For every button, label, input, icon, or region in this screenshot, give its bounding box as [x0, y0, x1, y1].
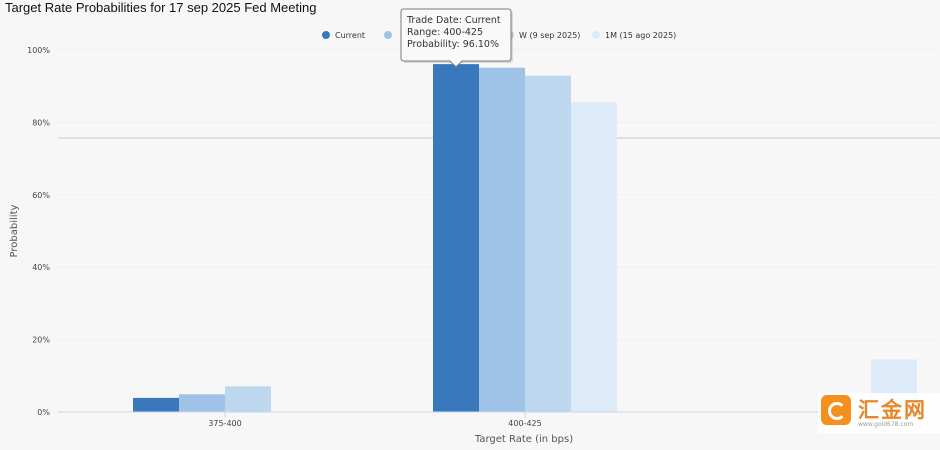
- bars: [133, 64, 917, 413]
- watermark-url: www.gold678.com: [858, 421, 914, 428]
- y-ticks: 0% 20% 40% 60% 80% 100%: [27, 46, 50, 417]
- legend-marker-icon: [384, 31, 392, 39]
- y-tick-label: 0%: [37, 408, 50, 417]
- y-tick-label: 80%: [32, 118, 50, 127]
- bar-375-400-1w[interactable]: [225, 386, 271, 412]
- legend-label: W (9 sep 2025): [519, 31, 580, 40]
- legend-label: Current: [335, 31, 365, 40]
- tooltip-line: Trade Date: Current: [406, 15, 501, 26]
- chart-title: Target Rate Probabilities for 17 sep 202…: [5, 0, 317, 15]
- bar-375-400-current[interactable]: [133, 397, 179, 412]
- legend-item-1m[interactable]: 1M (15 ago 2025): [592, 31, 676, 40]
- bar-400-425-1d[interactable]: [479, 67, 525, 412]
- watermark-name: 汇金网: [858, 398, 927, 422]
- gold678-logo-icon: [821, 395, 851, 425]
- x-tick-label: 400-425: [508, 419, 541, 428]
- legend-item-current[interactable]: Current: [322, 31, 365, 40]
- tooltip-line: Range: 400-425: [407, 27, 483, 38]
- tooltip-box: [400, 8, 512, 68]
- tooltip-line: Probability: 96.10%: [407, 39, 499, 50]
- legend-label: 1M (15 ago 2025): [605, 31, 676, 40]
- bar-375-400-1d[interactable]: [179, 394, 225, 412]
- x-axis-title: Target Rate (in bps): [474, 434, 573, 445]
- watermark: 汇金网 www.gold678.com: [818, 393, 940, 433]
- legend-item-1w[interactable]: W (9 sep 2025): [506, 31, 580, 40]
- y-tick-label: 60%: [32, 191, 50, 200]
- bar-400-425-1w[interactable]: [525, 75, 571, 413]
- y-tick-label: 20%: [32, 336, 50, 345]
- bar-400-425-1m[interactable]: [571, 102, 617, 413]
- y-tick-label: 40%: [32, 263, 50, 272]
- x-tick-label: 375-400: [208, 419, 241, 428]
- legend-marker-icon: [592, 31, 600, 39]
- legend-item-1d[interactable]: [384, 31, 392, 39]
- bar-400-425-current[interactable]: [433, 64, 479, 413]
- y-axis-title: Probability: [9, 204, 20, 257]
- y-tick-label: 100%: [27, 46, 50, 55]
- legend-marker-icon: [322, 31, 330, 39]
